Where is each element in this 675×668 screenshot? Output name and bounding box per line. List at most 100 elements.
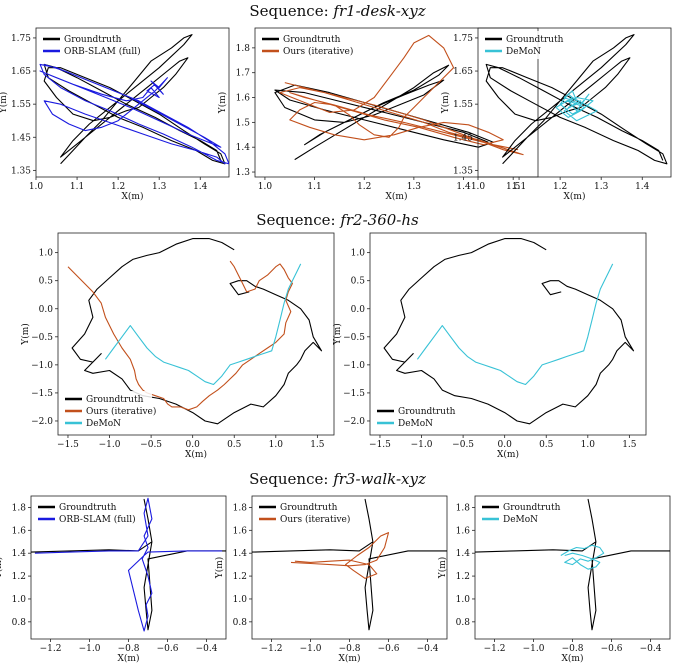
x-tick-label: 1.4 bbox=[635, 182, 650, 192]
y-tick-label: 0.8 bbox=[456, 618, 471, 628]
series-line bbox=[67, 260, 293, 411]
y-tick-label: 1.4 bbox=[236, 143, 251, 153]
y-tick-label: 0.5 bbox=[351, 277, 366, 287]
plot-area bbox=[39, 34, 229, 165]
series-line bbox=[39, 63, 229, 165]
plot-area bbox=[383, 238, 635, 425]
y-axis-label: Y(m) bbox=[332, 323, 343, 346]
y-tick-label: 0.0 bbox=[351, 305, 366, 315]
x-tick-label: 1.0 bbox=[29, 182, 44, 192]
axes-frame bbox=[57, 232, 335, 436]
x-tick-label: −0.6 bbox=[601, 644, 623, 654]
x-tick-label: −0.4 bbox=[417, 644, 439, 654]
x-tick-label: 1.4 bbox=[456, 182, 471, 192]
legend-box bbox=[374, 403, 464, 431]
y-tick-label: 1.6 bbox=[12, 526, 27, 536]
series-line bbox=[416, 263, 614, 386]
x-axis-label: X(m) bbox=[122, 191, 144, 202]
y-tick-label: −1.0 bbox=[31, 361, 53, 371]
axes-frame bbox=[35, 27, 230, 178]
x-tick-label: 1.1 bbox=[512, 182, 526, 192]
x-tick-label: −0.4 bbox=[196, 644, 218, 654]
x-tick-label: −1.0 bbox=[99, 440, 121, 450]
axes-frame bbox=[369, 232, 647, 436]
y-axis-label: Y(m) bbox=[440, 92, 451, 115]
series-line bbox=[274, 64, 494, 161]
legend-label: DeMoN bbox=[86, 419, 121, 429]
y-tick-label: 1.65 bbox=[453, 67, 473, 77]
y-tick-label: 1.2 bbox=[233, 572, 247, 582]
y-tick-label: 1.45 bbox=[453, 133, 473, 143]
x-tick-label: 1.3 bbox=[407, 182, 422, 192]
y-tick-label: 1.75 bbox=[11, 34, 31, 44]
x-tick-label: −1.5 bbox=[369, 440, 391, 450]
x-tick-label: 1.4 bbox=[193, 182, 208, 192]
x-tick-label: −1.2 bbox=[40, 644, 62, 654]
y-tick-label: 1.6 bbox=[456, 526, 471, 536]
plot-area bbox=[31, 497, 226, 632]
y-tick-label: 0.5 bbox=[39, 277, 54, 287]
x-axis-label: X(m) bbox=[562, 653, 584, 664]
x-tick-label: −0.4 bbox=[640, 644, 662, 654]
legend-label: Ours (iterative) bbox=[283, 46, 353, 57]
y-tick-label: −2.0 bbox=[31, 417, 53, 427]
x-tick-label: 1.0 bbox=[471, 182, 486, 192]
x-tick-label: 0.0 bbox=[186, 440, 201, 450]
x-tick-label: 1.0 bbox=[269, 440, 284, 450]
legend-box bbox=[479, 499, 569, 527]
legend-label: ORB-SLAM (full) bbox=[64, 46, 141, 57]
sequence-name: fr2-360-hs bbox=[340, 211, 419, 229]
legend-label: DeMoN bbox=[398, 419, 433, 429]
x-tick-label: −1.5 bbox=[57, 440, 79, 450]
y-tick-label: 1.4 bbox=[456, 549, 471, 559]
series-line bbox=[290, 532, 390, 579]
sequence-title-2: Sequence: fr2-360-hs bbox=[0, 211, 675, 229]
y-tick-label: 1.75 bbox=[453, 34, 473, 44]
x-tick-label: 1.5 bbox=[622, 440, 637, 450]
axes-frame bbox=[254, 27, 539, 178]
y-tick-label: 1.8 bbox=[12, 503, 27, 513]
x-axis-label: X(m) bbox=[339, 653, 361, 664]
legend-label: Ours (iterative) bbox=[86, 406, 156, 417]
axes-frame bbox=[477, 27, 672, 178]
series-line bbox=[560, 544, 605, 570]
y-axis-label: Y(m) bbox=[214, 557, 225, 580]
y-tick-label: 1.45 bbox=[11, 133, 31, 143]
y-tick-label: 1.8 bbox=[456, 503, 471, 513]
x-tick-label: −1.2 bbox=[261, 644, 283, 654]
x-tick-label: −0.6 bbox=[157, 644, 179, 654]
x-tick-label: −0.8 bbox=[339, 644, 361, 654]
sequence-title-1: Sequence: fr1-desk-xyz bbox=[0, 2, 675, 20]
legend-label: ORB-SLAM (full) bbox=[59, 514, 136, 525]
legend-box bbox=[35, 499, 125, 527]
y-tick-label: 1.6 bbox=[233, 526, 248, 536]
y-tick-label: −0.5 bbox=[31, 333, 53, 343]
y-tick-label: 1.55 bbox=[453, 100, 473, 110]
y-tick-label: 1.0 bbox=[233, 595, 248, 605]
series-line bbox=[43, 34, 226, 165]
x-tick-label: 1.2 bbox=[553, 182, 567, 192]
x-tick-label: 0.5 bbox=[227, 440, 242, 450]
y-tick-label: 1.2 bbox=[456, 572, 470, 582]
sequence-prefix: Sequence: bbox=[256, 211, 341, 229]
y-tick-label: −1.5 bbox=[31, 389, 53, 399]
y-tick-label: −1.5 bbox=[343, 389, 365, 399]
legend-label: Groundtruth bbox=[503, 503, 561, 513]
x-axis-label: X(m) bbox=[118, 653, 140, 664]
plot-area bbox=[485, 34, 668, 165]
sequence-name: fr3-walk-xyz bbox=[333, 470, 426, 488]
series-line bbox=[555, 90, 598, 122]
y-tick-label: 1.4 bbox=[12, 549, 27, 559]
y-axis-label: Y(m) bbox=[20, 323, 31, 346]
y-tick-label: 1.0 bbox=[351, 249, 366, 259]
plot-area bbox=[475, 498, 670, 631]
x-tick-label: 0.0 bbox=[498, 440, 513, 450]
x-tick-label: −0.5 bbox=[452, 440, 474, 450]
